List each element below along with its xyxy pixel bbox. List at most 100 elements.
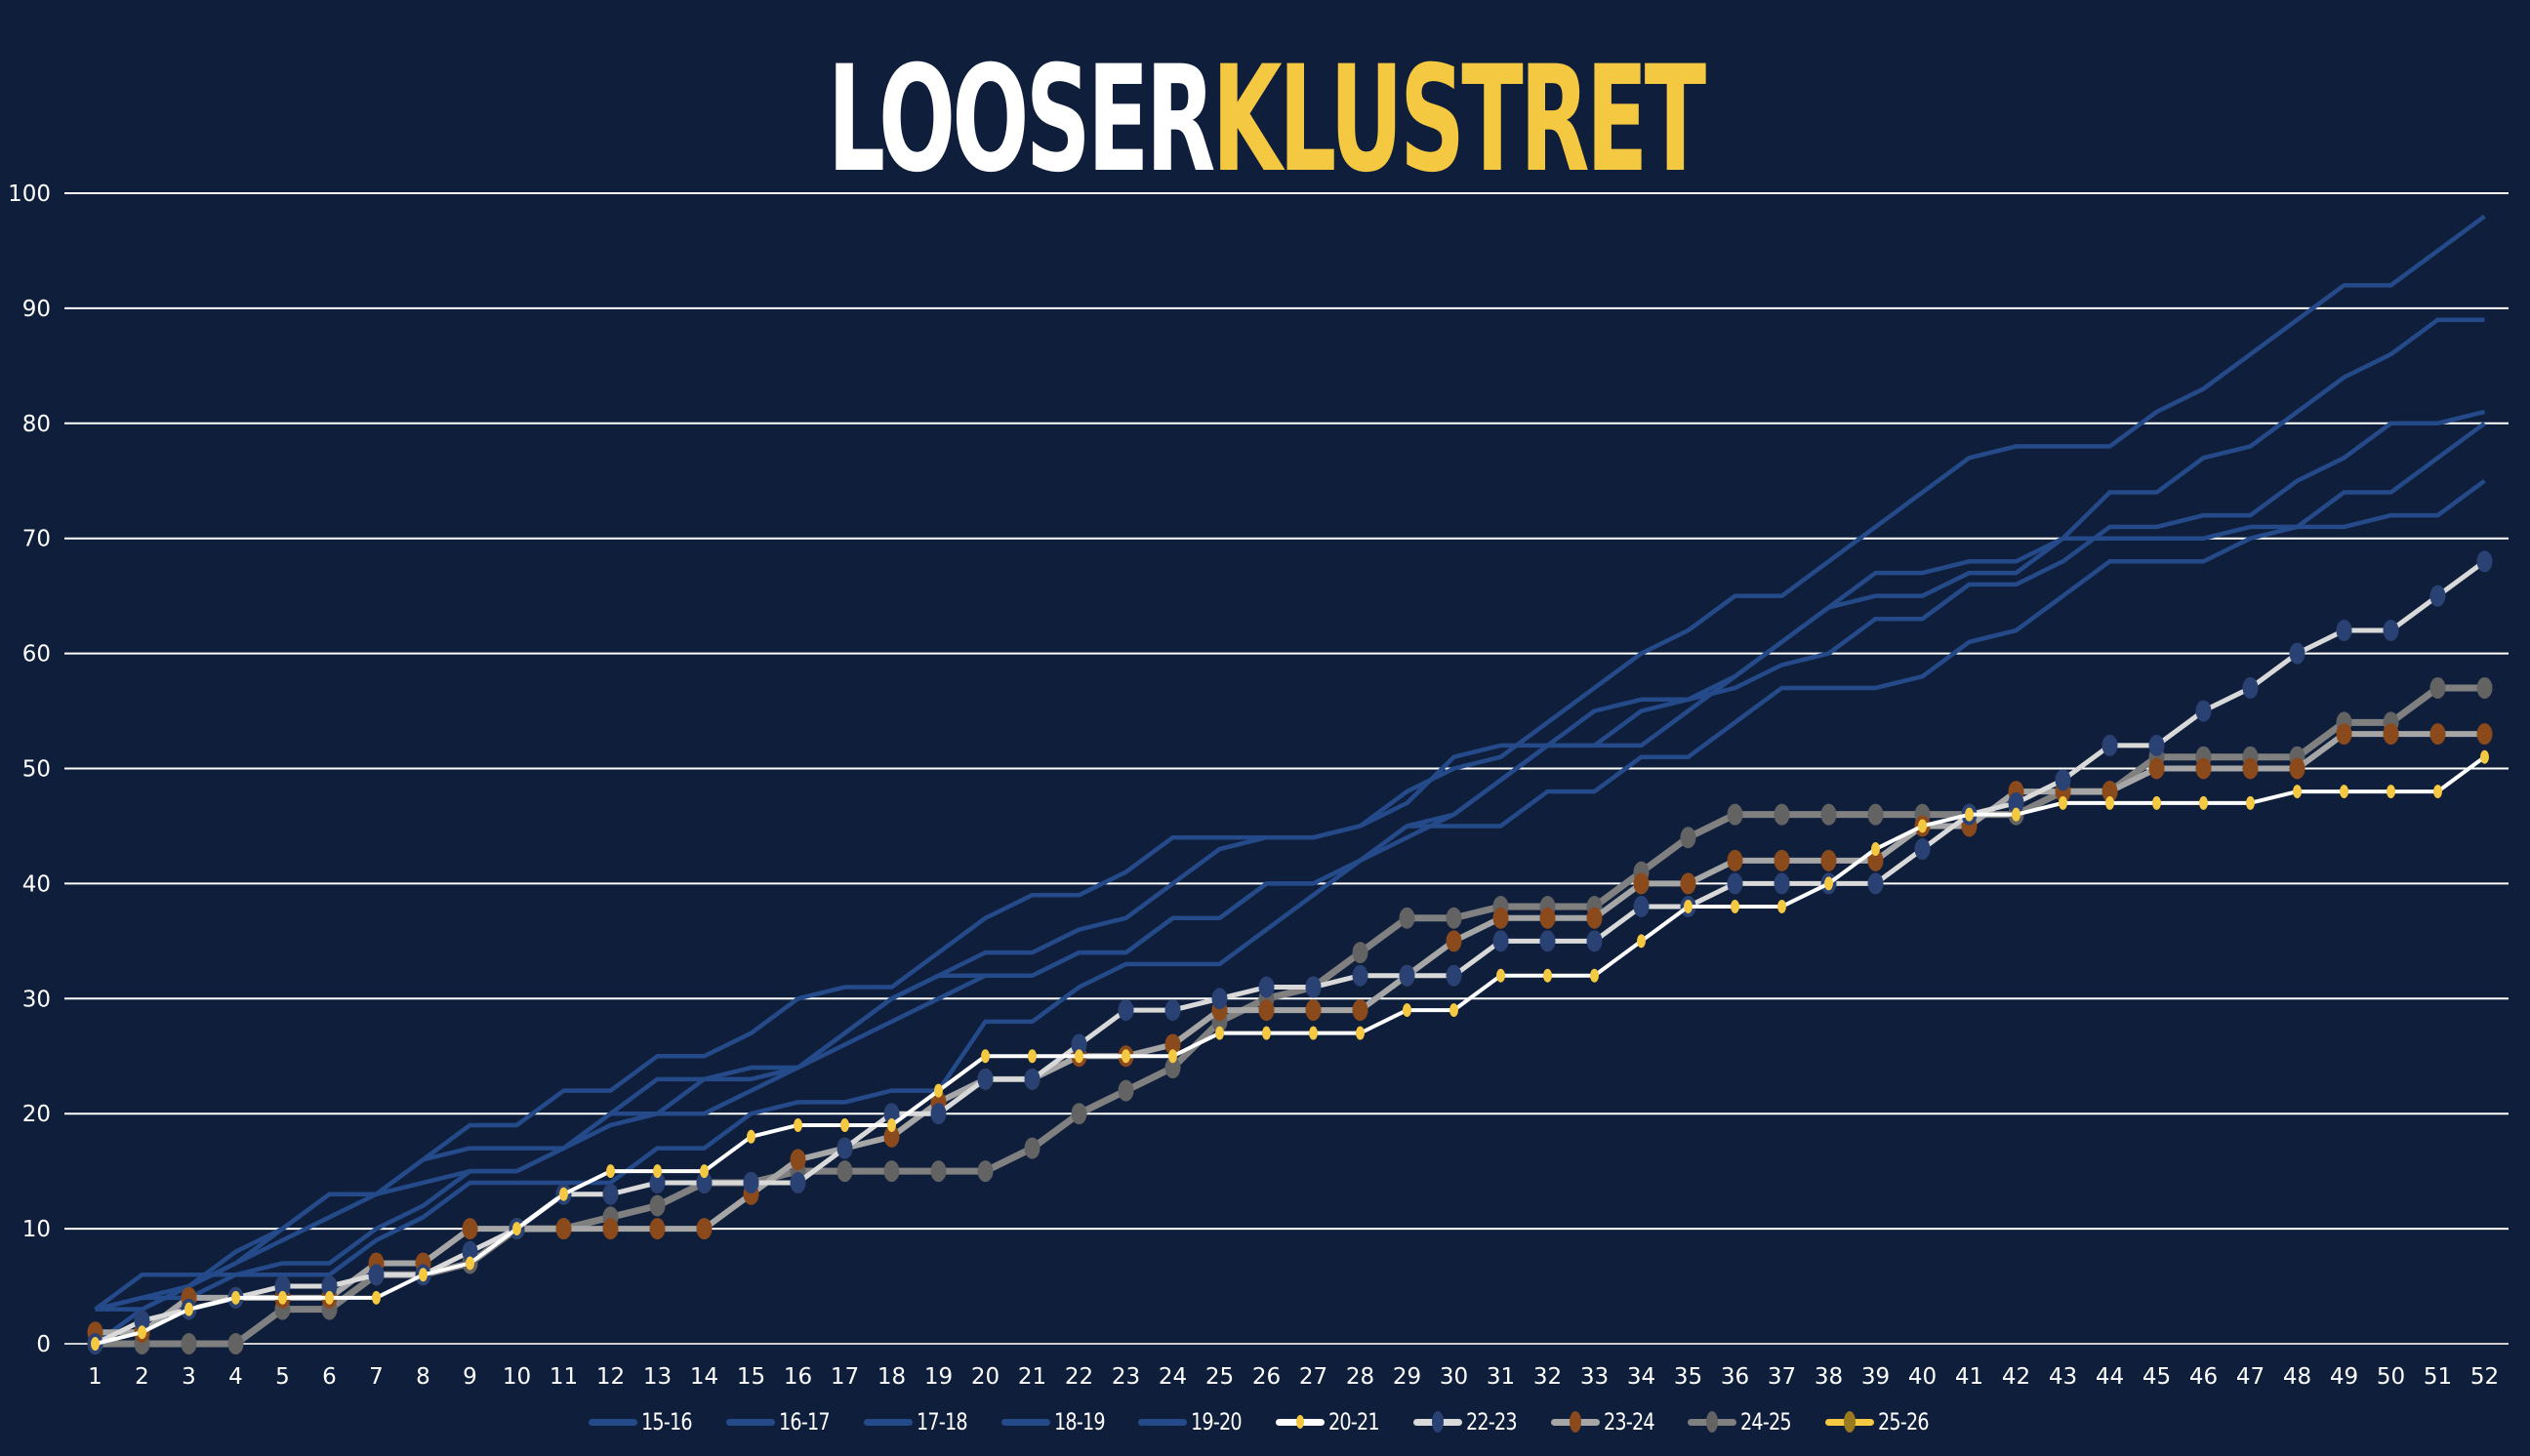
legend-item[interactable]: 17-18 bbox=[863, 1408, 980, 1436]
y-tick-label: 80 bbox=[22, 412, 51, 437]
data-point bbox=[1774, 872, 1790, 895]
x-tick-label: 40 bbox=[1908, 1364, 1937, 1390]
data-point bbox=[696, 1218, 713, 1240]
y-tick-label: 40 bbox=[22, 871, 51, 897]
data-point bbox=[1586, 907, 1603, 929]
data-point bbox=[2148, 757, 2165, 780]
data-point bbox=[1492, 907, 1509, 929]
data-point bbox=[2195, 757, 2212, 780]
data-point bbox=[1024, 1137, 1041, 1159]
data-point bbox=[883, 1125, 900, 1148]
x-tick-label: 24 bbox=[1159, 1364, 1187, 1390]
x-tick-label: 6 bbox=[322, 1364, 337, 1390]
data-point bbox=[1633, 872, 1650, 895]
legend-swatch bbox=[1138, 1419, 1188, 1426]
legend-item[interactable]: 22-23 bbox=[1412, 1408, 1530, 1436]
data-point bbox=[274, 1275, 291, 1298]
x-tick-label: 27 bbox=[1299, 1364, 1327, 1390]
legend-item[interactable]: 20-21 bbox=[1276, 1408, 1392, 1436]
series-line bbox=[94, 317, 2485, 1312]
x-tick-label: 1 bbox=[88, 1364, 102, 1390]
data-point bbox=[696, 1171, 713, 1193]
data-point bbox=[794, 1117, 802, 1132]
data-point bbox=[1168, 1049, 1177, 1064]
x-tick-label: 37 bbox=[1768, 1364, 1796, 1390]
legend-swatch bbox=[1000, 1419, 1050, 1426]
series-line bbox=[94, 478, 2486, 1312]
data-point bbox=[1122, 1049, 1130, 1064]
data-point bbox=[1071, 1033, 1087, 1056]
legend-item[interactable]: 18-19 bbox=[1000, 1408, 1118, 1436]
y-tick-label: 90 bbox=[22, 297, 51, 322]
x-tick-label: 49 bbox=[2330, 1364, 2358, 1390]
data-point bbox=[368, 1264, 385, 1286]
data-point bbox=[747, 1129, 755, 1144]
legend-label: 24-25 bbox=[1740, 1408, 1792, 1436]
x-tick-label: 46 bbox=[2189, 1364, 2218, 1390]
data-point bbox=[1633, 895, 1650, 917]
data-point bbox=[2195, 700, 2212, 722]
data-point bbox=[1309, 1026, 1318, 1040]
data-point bbox=[1446, 964, 1462, 987]
x-tick-label: 48 bbox=[2283, 1364, 2311, 1390]
data-point bbox=[2102, 734, 2118, 756]
x-tick-label: 7 bbox=[369, 1364, 384, 1390]
legend-item[interactable]: 16-17 bbox=[726, 1408, 842, 1436]
legend-item[interactable]: 25-26 bbox=[1825, 1408, 1941, 1436]
data-point bbox=[227, 1333, 244, 1355]
data-point bbox=[1727, 803, 1743, 826]
x-tick-label: 2 bbox=[135, 1364, 149, 1390]
legend-swatch bbox=[589, 1419, 638, 1426]
data-point bbox=[2383, 723, 2399, 746]
x-tick-label: 50 bbox=[2377, 1364, 2405, 1390]
data-point bbox=[2242, 757, 2259, 780]
legend-item[interactable]: 15-16 bbox=[589, 1408, 705, 1436]
legend-label: 15-16 bbox=[641, 1408, 693, 1436]
data-point bbox=[2008, 791, 2024, 814]
title-part-white: LOOSER bbox=[827, 35, 1216, 205]
data-point bbox=[466, 1256, 474, 1271]
legend-item[interactable]: 23-24 bbox=[1550, 1408, 1667, 1436]
legend-item[interactable]: 24-25 bbox=[1688, 1408, 1804, 1436]
x-tick-label: 47 bbox=[2236, 1364, 2265, 1390]
data-point bbox=[2383, 620, 2399, 642]
data-point bbox=[1867, 849, 1884, 871]
data-point bbox=[2152, 795, 2161, 810]
x-tick-label: 14 bbox=[690, 1364, 718, 1390]
data-point bbox=[1399, 907, 1415, 929]
data-point bbox=[1820, 849, 1837, 871]
x-tick-label: 36 bbox=[1721, 1364, 1749, 1390]
data-point bbox=[1867, 872, 1884, 895]
series-line bbox=[94, 559, 2486, 1347]
x-tick-label: 12 bbox=[596, 1364, 625, 1390]
data-point bbox=[1539, 930, 1556, 952]
data-point bbox=[1075, 1049, 1083, 1064]
x-tick-label: 26 bbox=[1252, 1364, 1281, 1390]
data-point bbox=[2429, 723, 2446, 746]
series-lines bbox=[87, 214, 2493, 1355]
data-point bbox=[134, 1310, 150, 1332]
data-point bbox=[2336, 620, 2352, 642]
x-tick-label: 20 bbox=[971, 1364, 1000, 1390]
data-point bbox=[2199, 795, 2208, 810]
data-point bbox=[1262, 1026, 1271, 1040]
data-point bbox=[512, 1222, 521, 1236]
data-point bbox=[559, 1187, 568, 1201]
y-tick-label: 0 bbox=[36, 1332, 51, 1357]
data-point bbox=[1820, 803, 1837, 826]
x-tick-label: 51 bbox=[2424, 1364, 2452, 1390]
legend-item[interactable]: 19-20 bbox=[1138, 1408, 1254, 1436]
x-tick-label: 30 bbox=[1440, 1364, 1468, 1390]
legend-label: 22-23 bbox=[1465, 1408, 1518, 1436]
data-point bbox=[743, 1171, 759, 1193]
x-tick-label: 15 bbox=[737, 1364, 765, 1390]
data-point bbox=[2242, 676, 2259, 699]
x-tick-label: 44 bbox=[2096, 1364, 2124, 1390]
data-point bbox=[1637, 934, 1646, 949]
data-point bbox=[2429, 676, 2446, 699]
data-point bbox=[1727, 872, 1743, 895]
data-point bbox=[91, 1337, 100, 1351]
data-point bbox=[1586, 930, 1603, 952]
x-tick-label: 35 bbox=[1674, 1364, 1702, 1390]
